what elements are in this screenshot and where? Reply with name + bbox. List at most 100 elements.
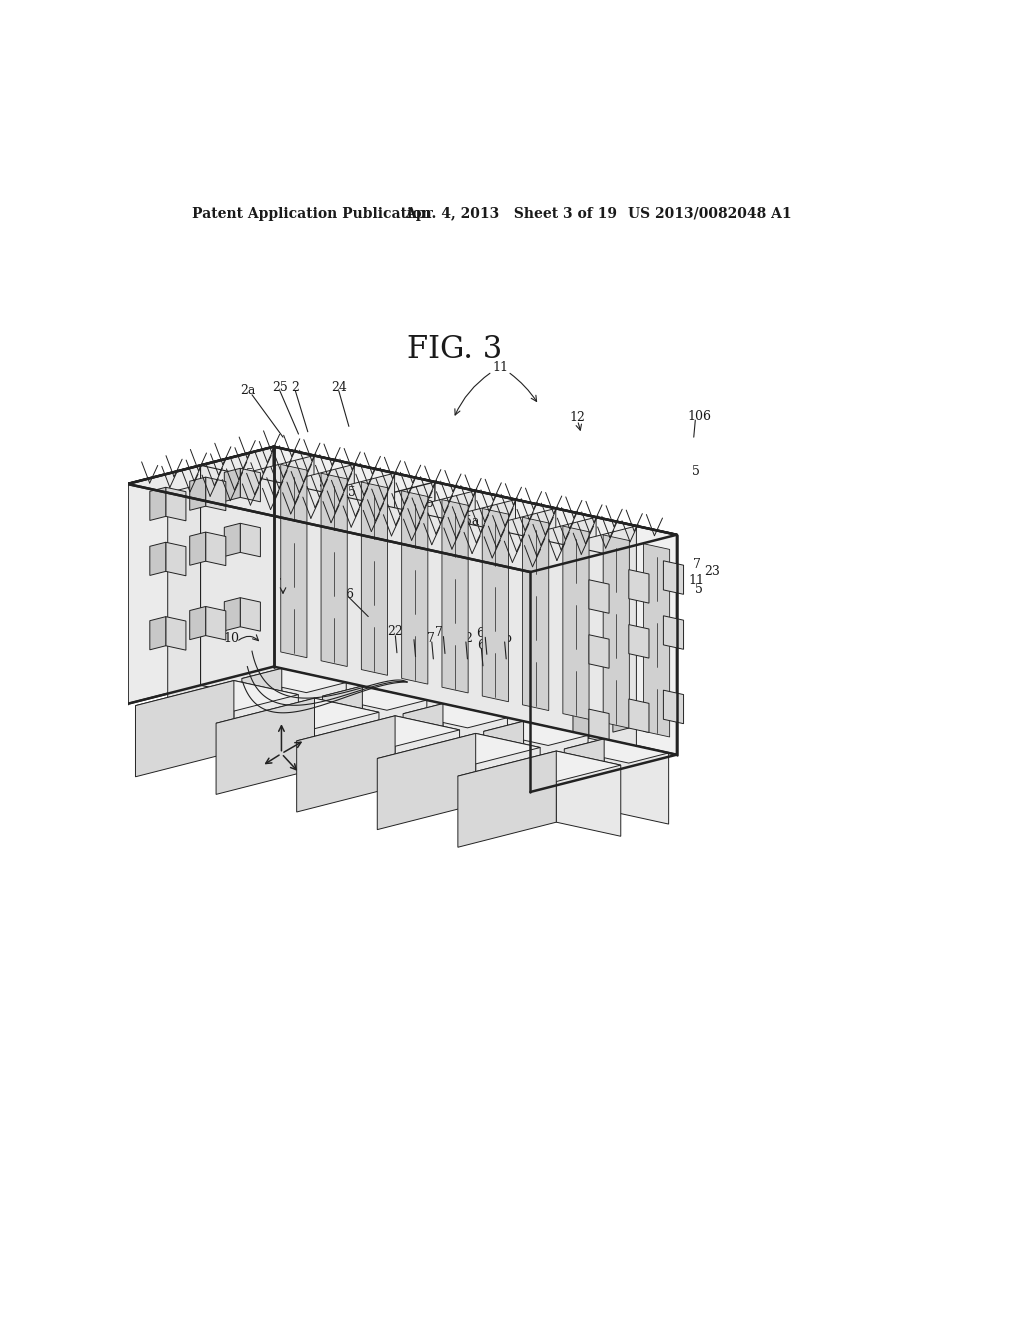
Text: 61: 61	[476, 627, 493, 640]
Polygon shape	[613, 700, 629, 733]
Polygon shape	[150, 543, 166, 576]
Polygon shape	[647, 690, 664, 723]
Polygon shape	[314, 698, 379, 783]
Polygon shape	[482, 508, 509, 702]
Text: 25: 25	[272, 380, 288, 393]
Text: 5: 5	[692, 465, 700, 478]
Polygon shape	[483, 721, 523, 803]
Polygon shape	[242, 668, 346, 693]
Polygon shape	[241, 469, 260, 502]
Polygon shape	[410, 508, 556, 766]
Text: FIG. 3: FIG. 3	[407, 334, 502, 364]
Polygon shape	[629, 700, 649, 733]
Polygon shape	[208, 465, 354, 722]
Polygon shape	[329, 491, 475, 748]
Text: Z: Z	[301, 779, 310, 792]
Polygon shape	[241, 523, 260, 557]
Text: 5: 5	[246, 467, 254, 480]
Text: 22: 22	[387, 626, 403, 639]
Polygon shape	[166, 616, 186, 651]
Polygon shape	[224, 469, 241, 502]
Polygon shape	[206, 606, 226, 640]
Text: 24: 24	[331, 380, 347, 393]
Polygon shape	[289, 482, 435, 739]
Text: X: X	[307, 731, 317, 746]
Polygon shape	[362, 686, 427, 771]
Polygon shape	[323, 686, 362, 767]
Polygon shape	[458, 751, 556, 847]
Polygon shape	[403, 704, 508, 727]
Text: 2b: 2b	[496, 631, 512, 644]
Polygon shape	[127, 446, 273, 704]
Text: 7: 7	[427, 631, 435, 644]
Polygon shape	[168, 455, 314, 713]
Text: 10: 10	[223, 632, 239, 645]
Polygon shape	[273, 446, 677, 755]
Polygon shape	[450, 517, 596, 775]
Polygon shape	[476, 734, 541, 818]
Polygon shape	[401, 491, 428, 684]
Polygon shape	[189, 606, 206, 640]
Polygon shape	[573, 579, 589, 612]
Text: 11: 11	[688, 574, 705, 587]
Polygon shape	[377, 734, 541, 772]
Polygon shape	[483, 721, 588, 746]
Polygon shape	[564, 739, 669, 763]
Text: 5: 5	[695, 583, 703, 597]
Text: 2a: 2a	[241, 384, 256, 397]
Polygon shape	[297, 715, 460, 755]
Polygon shape	[127, 446, 677, 572]
Text: 5: 5	[441, 508, 450, 520]
Polygon shape	[573, 635, 589, 668]
Text: 20: 20	[285, 473, 300, 486]
Polygon shape	[664, 690, 684, 723]
Polygon shape	[224, 598, 241, 631]
Text: 6: 6	[345, 587, 353, 601]
Polygon shape	[322, 473, 347, 667]
Polygon shape	[589, 579, 609, 614]
Text: 106: 106	[687, 409, 712, 422]
Polygon shape	[297, 715, 395, 812]
Polygon shape	[629, 570, 649, 603]
Text: 11: 11	[493, 362, 509, 375]
Polygon shape	[589, 635, 609, 668]
Polygon shape	[395, 715, 460, 801]
Polygon shape	[443, 704, 508, 789]
Polygon shape	[201, 466, 603, 774]
Polygon shape	[458, 751, 621, 791]
Text: 71: 71	[435, 626, 451, 639]
Polygon shape	[248, 473, 394, 730]
Polygon shape	[564, 739, 604, 820]
Text: 5a: 5a	[411, 506, 426, 519]
Text: 62: 62	[457, 631, 473, 644]
Polygon shape	[556, 751, 621, 837]
Text: 23: 23	[705, 565, 720, 578]
Polygon shape	[629, 624, 649, 659]
Text: Patent Application Publication: Patent Application Publication	[191, 207, 431, 220]
Polygon shape	[323, 686, 427, 710]
Polygon shape	[643, 544, 670, 737]
Polygon shape	[603, 535, 630, 729]
Polygon shape	[189, 532, 206, 565]
Polygon shape	[522, 517, 549, 710]
Polygon shape	[166, 487, 186, 521]
Text: 5a: 5a	[464, 515, 479, 528]
Polygon shape	[604, 739, 669, 824]
Text: US 2013/0082048 A1: US 2013/0082048 A1	[628, 207, 792, 220]
Text: Apr. 4, 2013   Sheet 3 of 19: Apr. 4, 2013 Sheet 3 of 19	[406, 207, 617, 220]
Polygon shape	[442, 500, 468, 693]
Polygon shape	[523, 721, 588, 807]
Polygon shape	[189, 477, 206, 511]
Polygon shape	[647, 561, 664, 594]
Polygon shape	[206, 477, 226, 511]
Polygon shape	[150, 487, 166, 520]
Text: 5: 5	[482, 512, 490, 525]
Polygon shape	[281, 465, 307, 657]
Polygon shape	[206, 532, 226, 565]
Polygon shape	[647, 615, 664, 649]
Text: 2: 2	[292, 380, 299, 393]
Polygon shape	[370, 499, 515, 756]
Polygon shape	[233, 681, 298, 766]
Polygon shape	[361, 482, 387, 676]
Polygon shape	[282, 668, 346, 754]
